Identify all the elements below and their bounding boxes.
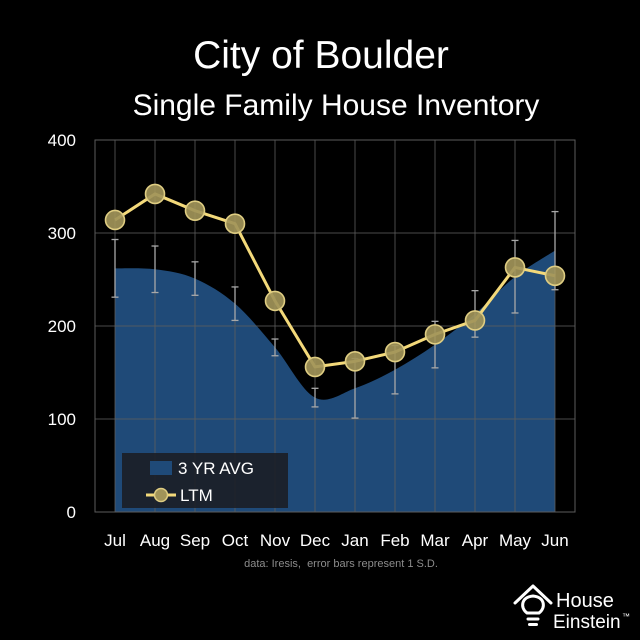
- legend-label-3yr-avg: 3 YR AVG: [178, 459, 254, 478]
- logo-bulb-shape: [521, 594, 545, 615]
- ltm-data-point: [424, 324, 446, 345]
- y-tick-label: 300: [48, 224, 76, 243]
- plot-area: 3 YR AVG LTM Jul Aug Sep Oct Nov Dec Jan Feb Mar…: [48, 131, 576, 550]
- x-tick-label: Apr: [462, 531, 489, 550]
- ltm-markers: [104, 183, 566, 378]
- error-bars: [111, 210, 559, 419]
- x-axis-tick-labels: Jul Aug Sep Oct Nov Dec Jan Feb Mar Apr May Jun: [104, 531, 569, 550]
- series-area-3yr-avg: [115, 250, 555, 513]
- logo-trademark: ™: [622, 612, 630, 621]
- logo-text-house: House: [556, 590, 614, 612]
- ltm-data-point: [504, 257, 526, 278]
- legend-swatch-3yr-avg: [150, 461, 172, 475]
- logo-text-einstein: Einstein: [553, 612, 621, 633]
- y-tick-label: 200: [48, 317, 76, 336]
- legend-label-ltm: LTM: [180, 486, 213, 505]
- house-einstein-logo: House Einstein ™: [513, 584, 630, 633]
- y-axis-tick-labels: 0 100 200 300 400: [48, 131, 76, 522]
- ltm-data-point: [264, 290, 286, 312]
- x-tick-label: Jul: [104, 531, 126, 550]
- chart-subtitle: Single Family House Inventory: [133, 89, 540, 122]
- source-note: data: Iresis, error bars represent 1 S.D…: [244, 558, 438, 570]
- y-tick-label: 0: [67, 503, 76, 522]
- error-bar: [311, 387, 319, 408]
- x-tick-label: Sep: [180, 531, 210, 550]
- x-tick-label: May: [499, 531, 532, 550]
- house-lightbulb-icon: [513, 584, 553, 626]
- ltm-data-point: [184, 200, 206, 221]
- y-tick-label: 400: [48, 131, 76, 150]
- x-tick-label: Oct: [222, 531, 249, 550]
- ltm-data-point: [464, 310, 486, 331]
- ltm-data-point: [104, 209, 126, 231]
- ltm-data-point: [224, 213, 246, 234]
- plot-frame: [94, 139, 576, 513]
- y-tick-label: 100: [48, 410, 76, 429]
- ltm-data-point: [344, 351, 366, 372]
- error-bar: [151, 245, 159, 294]
- x-tick-label: Aug: [140, 531, 170, 550]
- error-bar: [191, 261, 199, 296]
- x-tick-label: Dec: [300, 531, 331, 550]
- legend: 3 YR AVG LTM: [122, 453, 288, 508]
- x-tick-label: Jan: [341, 531, 368, 550]
- error-bar: [271, 338, 279, 357]
- ltm-data-point: [384, 341, 406, 363]
- error-bar: [231, 286, 239, 322]
- legend-marker-ltm: [153, 487, 169, 503]
- x-tick-label: Feb: [380, 531, 409, 550]
- x-tick-label: Jun: [541, 531, 568, 550]
- ltm-data-point: [144, 183, 166, 205]
- logo-roof-shape: [513, 584, 553, 605]
- x-tick-label: Mar: [420, 531, 450, 550]
- ltm-data-point: [304, 356, 326, 378]
- legend-box: [122, 453, 288, 508]
- ltm-data-point: [544, 265, 566, 287]
- error-bar: [111, 238, 119, 298]
- x-tick-label: Nov: [260, 531, 291, 550]
- chart-title: City of Boulder: [193, 34, 449, 77]
